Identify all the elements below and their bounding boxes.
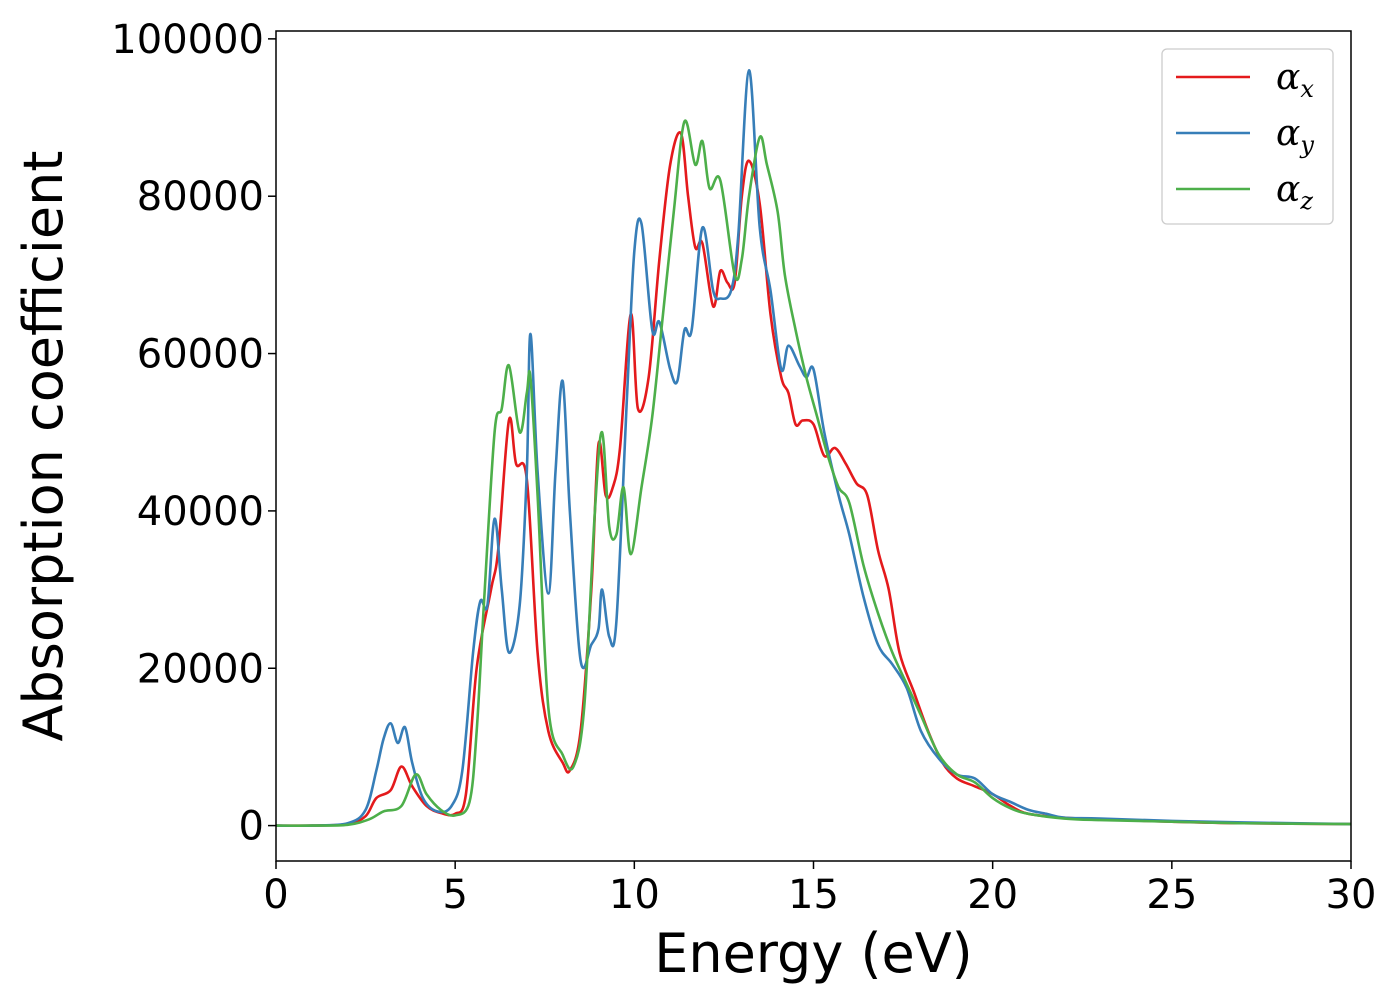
x-tick-label: 30 xyxy=(1326,872,1377,918)
legend: αx αy αz xyxy=(1161,48,1334,225)
x-axis-label: Energy (eV) xyxy=(654,922,973,985)
y-tick-label: 40000 xyxy=(137,489,264,535)
series-line-x xyxy=(276,130,1351,828)
x-tick-label: 20 xyxy=(967,872,1018,918)
y-axis: 0 20000 40000 60000 80000 100000 xyxy=(111,17,276,850)
x-tick-label: 25 xyxy=(1146,872,1197,918)
series-line-y xyxy=(276,69,1351,828)
series-line-z xyxy=(276,119,1351,827)
y-tick-label: 80000 xyxy=(137,174,264,220)
x-tick-label: 0 xyxy=(263,872,288,918)
legend-box xyxy=(1161,48,1334,225)
legend-label-z: αz xyxy=(1276,169,1313,215)
x-axis: 0 5 10 15 20 25 30 xyxy=(263,861,1376,918)
y-tick-label: 0 xyxy=(239,804,264,850)
y-tick-label: 100000 xyxy=(111,17,264,63)
legend-label-y: αy xyxy=(1276,113,1314,159)
plot-area xyxy=(276,69,1351,828)
y-tick-label: 60000 xyxy=(137,332,264,378)
x-tick-label: 15 xyxy=(788,872,839,918)
x-tick-label: 10 xyxy=(609,872,660,918)
legend-label-x: αx xyxy=(1276,57,1314,103)
y-axis-label: Absorption coefficient xyxy=(12,151,75,742)
x-tick-label: 5 xyxy=(442,872,467,918)
y-tick-label: 20000 xyxy=(137,646,264,692)
